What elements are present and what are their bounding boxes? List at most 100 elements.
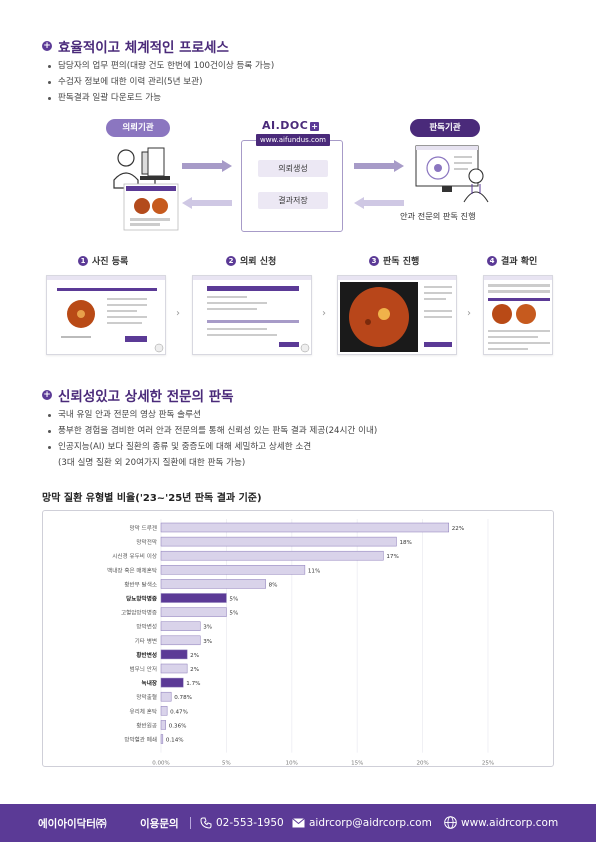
bar bbox=[160, 565, 306, 575]
step-label-4: 4 결과 확인 bbox=[487, 254, 537, 267]
chevron-right-icon: › bbox=[176, 308, 180, 319]
bullet-item: 인공지능(AI) 보다 질환의 종류 및 중증도에 대해 세밀하고 상세한 소견 bbox=[48, 439, 377, 455]
arrow-left-icon bbox=[354, 197, 404, 209]
step-text: 사진 등록 bbox=[92, 257, 129, 267]
bar bbox=[160, 550, 384, 561]
company-name: 에이아이닥터㈜ bbox=[38, 817, 107, 830]
category-label: 기타 병변 bbox=[135, 637, 157, 645]
step-screenshot-2 bbox=[192, 275, 312, 355]
step-number: 4 bbox=[487, 255, 497, 266]
bar bbox=[160, 649, 188, 660]
bar bbox=[160, 621, 201, 631]
data-label: 0.14% bbox=[166, 738, 184, 744]
category-label: 황반원공 bbox=[136, 721, 157, 729]
step-number: 1 bbox=[78, 255, 88, 266]
bullet-item: 수검자 정보에 대한 이력 관리(5년 보관) bbox=[48, 74, 274, 90]
data-label: 5% bbox=[229, 611, 238, 617]
aidoc-platform-box: 의뢰생성 결과저장 bbox=[241, 140, 343, 232]
section-title-text: 신뢰성있고 상세한 전문의 판독 bbox=[58, 389, 234, 405]
chart-title: 망막 질환 유형별 비율('23~'25년 판독 결과 기준) bbox=[42, 493, 262, 504]
section-title-reliability: + 신뢰성있고 상세한 전문의 판독 bbox=[42, 385, 234, 405]
reader-caption: 안과 전문의 판독 진행 bbox=[400, 211, 476, 221]
section-title-text: 효율적이고 체계적인 프로세스 bbox=[58, 40, 229, 56]
step-text: 의뢰 신청 bbox=[240, 257, 277, 267]
inquiry-label: 이용문의 bbox=[140, 817, 179, 830]
category-label: 범무늬 안저 bbox=[129, 665, 157, 673]
data-label: 17% bbox=[386, 554, 398, 560]
data-label: 18% bbox=[399, 540, 411, 546]
email-link[interactable]: aidrcorp@aidrcorp.com bbox=[309, 817, 432, 829]
bullet-item: 담당자의 업무 편의(대량 건도 한번에 100건이상 등록 가능) bbox=[48, 58, 274, 74]
x-tick-label: 15% bbox=[351, 761, 363, 767]
aidoc-logo: AI.DOC + bbox=[262, 119, 320, 132]
data-label: 3% bbox=[203, 625, 212, 631]
category-label: 당뇨망막병증 bbox=[126, 595, 157, 603]
x-tick-label: 10% bbox=[286, 761, 298, 767]
arrow-right-icon bbox=[182, 160, 232, 172]
category-label: 녹내장 bbox=[142, 679, 158, 687]
bar bbox=[160, 720, 166, 730]
step-label-3: 3 판독 진행 bbox=[369, 254, 419, 267]
step-number: 3 bbox=[369, 255, 379, 266]
data-label: 0.36% bbox=[169, 723, 187, 729]
category-label: 망막전막 bbox=[136, 538, 157, 546]
step-screenshot-4 bbox=[483, 275, 553, 355]
process-bullets: 담당자의 업무 편의(대량 건도 한번에 100건이상 등록 가능) 수검자 정… bbox=[48, 58, 274, 106]
data-label: 3% bbox=[203, 639, 212, 645]
data-label: 8% bbox=[269, 582, 278, 588]
bullet-continuation: (3대 실명 질환 외 20여가지 질환에 대한 판독 가능) bbox=[58, 458, 246, 468]
data-label: 1.7% bbox=[186, 681, 200, 687]
category-label: 망막혈관 폐쇄 bbox=[124, 736, 157, 744]
data-label: 5% bbox=[229, 597, 238, 603]
data-label: 0.78% bbox=[174, 695, 192, 701]
x-tick-label: 5% bbox=[222, 761, 231, 767]
requester-pill: 의뢰기관 bbox=[106, 119, 170, 137]
url-label: www.aifundus.com bbox=[256, 134, 330, 146]
phone-icon bbox=[200, 817, 212, 829]
globe-icon bbox=[444, 816, 457, 829]
doctor-patient-icon bbox=[113, 147, 179, 231]
arrow-left-icon bbox=[182, 197, 232, 209]
category-label: 백내장 혹은 매체혼탁 bbox=[107, 566, 157, 574]
x-tick-label: 25% bbox=[482, 761, 494, 767]
step-number: 2 bbox=[226, 255, 236, 266]
step-screenshot-1 bbox=[46, 275, 166, 355]
bar bbox=[160, 593, 227, 603]
footer: 에이아이닥터㈜ 이용문의 02-553-1950 aidrcorp@aidrco… bbox=[0, 804, 596, 842]
bullet-item: 판독결과 일괄 다운로드 가능 bbox=[48, 90, 274, 106]
data-label: 0.47% bbox=[170, 709, 188, 715]
step-text: 판독 진행 bbox=[383, 257, 420, 267]
bar bbox=[160, 579, 266, 589]
bar bbox=[160, 522, 450, 533]
section-title-process: + 효율적이고 체계적인 프로세스 bbox=[42, 36, 229, 56]
bar bbox=[160, 691, 172, 702]
step-label-1: 1 사진 등록 bbox=[78, 254, 128, 267]
chart-container: 0.00% 5% 10% 15% 20% 25% 망막 드루젠 22% 망막전막 18% 시신경 유… bbox=[42, 510, 554, 767]
x-tick-label: 20% bbox=[416, 761, 428, 767]
bar bbox=[160, 663, 188, 674]
bar bbox=[160, 635, 201, 646]
phone-number[interactable]: 02-553-1950 bbox=[216, 817, 284, 829]
chevron-right-icon: › bbox=[322, 308, 326, 319]
mail-icon bbox=[292, 818, 305, 828]
category-label: 유리체 혼탁 bbox=[129, 707, 157, 715]
brand-text: AI.DOC bbox=[262, 119, 309, 132]
x-tick-label: 0.00% bbox=[152, 761, 169, 767]
category-label: 시신경 유두비 이상 bbox=[112, 552, 157, 560]
reader-pill: 판독기관 bbox=[410, 119, 480, 137]
step-screenshot-3 bbox=[337, 275, 457, 355]
data-label: 22% bbox=[452, 526, 464, 532]
website-link[interactable]: www.aidrcorp.com bbox=[461, 817, 559, 829]
data-label: 2% bbox=[190, 667, 199, 673]
plus-icon: + bbox=[42, 390, 52, 400]
category-label: 망막출혈 bbox=[136, 693, 157, 701]
divider bbox=[190, 817, 191, 829]
category-label: 황반부 탈색소 bbox=[124, 580, 157, 588]
request-create-button: 의뢰생성 bbox=[258, 160, 328, 177]
data-label: 11% bbox=[308, 568, 320, 574]
bar bbox=[160, 734, 164, 744]
category-label: 망막변성 bbox=[136, 623, 157, 631]
bullet-item: 풍부한 경험을 겸비한 여러 안과 전문의를 통해 신뢰성 있는 판독 결과 제… bbox=[48, 423, 377, 439]
monitor-doctor-icon bbox=[415, 145, 489, 203]
plus-icon: + bbox=[42, 41, 52, 51]
